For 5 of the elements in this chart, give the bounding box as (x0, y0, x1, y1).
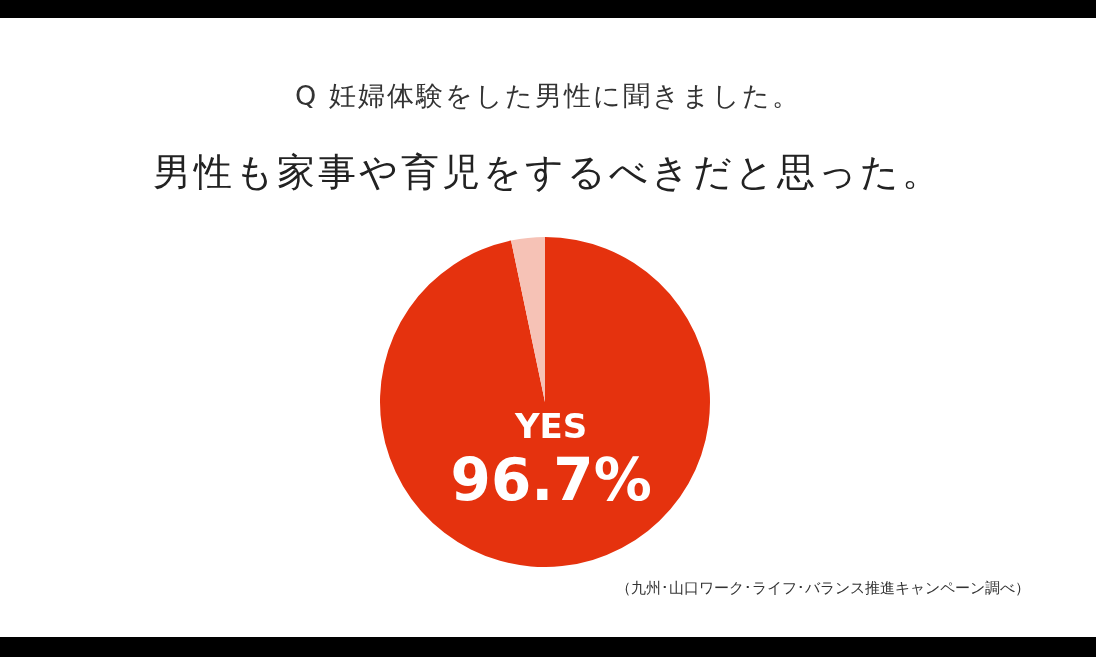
data-label: 96.7% (450, 446, 652, 515)
text: （九州･山口ワーク･ライフ･バランス推進キャンペーン調べ） (616, 579, 1030, 598)
chart-title: Q 妊婦体験をした男性に聞きました。 (294, 79, 802, 113)
slice-label: YES (513, 405, 588, 446)
chart-subtitle: 男性も家事や育児をするべきだと思った。 (152, 149, 944, 196)
